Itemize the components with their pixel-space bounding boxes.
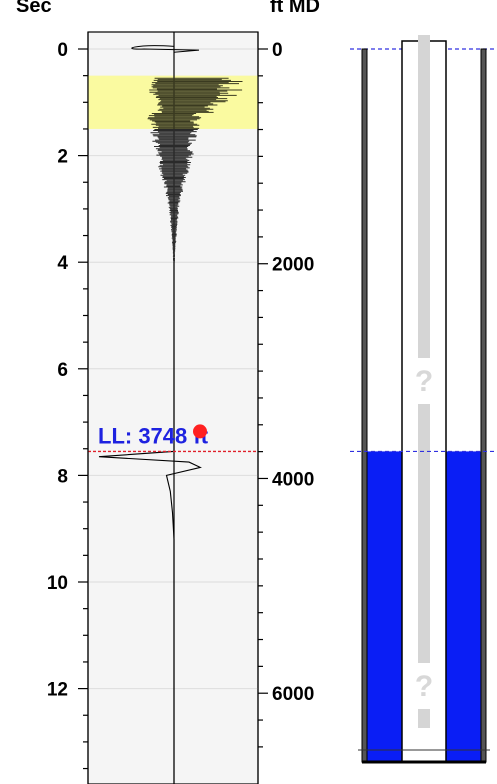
left-axis-title: Sec bbox=[16, 0, 52, 17]
left-tick-label: 6 bbox=[57, 360, 68, 381]
right-tick-label: 6000 bbox=[272, 684, 314, 705]
casing-wall-right bbox=[480, 48, 487, 763]
left-axis: 0 2 4 6 8 10 12 bbox=[47, 32, 89, 784]
liquid-level-label: LL: 3748 ft bbox=[98, 423, 209, 448]
left-tick-label: 10 bbox=[47, 573, 68, 594]
left-tick-label: 0 bbox=[57, 40, 68, 61]
left-tick-label: 2 bbox=[57, 147, 68, 168]
wellbore-diagram: ?? bbox=[350, 35, 497, 764]
right-tick-label: 0 bbox=[272, 40, 283, 61]
shot-pulse bbox=[131, 45, 200, 53]
unknown-box bbox=[404, 663, 444, 709]
left-tick-label: 8 bbox=[57, 466, 68, 487]
casing-wall-left bbox=[361, 48, 368, 763]
unknown-marker: ? bbox=[415, 365, 433, 398]
acoustic-trace bbox=[98, 45, 243, 784]
annulus-fluid-right bbox=[446, 451, 481, 762]
plot-area: LL: 3748 ft bbox=[87, 31, 259, 784]
left-tick-label: 12 bbox=[47, 680, 68, 701]
right-axis: 0 2000 4000 6000 bbox=[257, 32, 314, 784]
right-axis-title: ft MD bbox=[270, 0, 320, 17]
annulus-fluid-left bbox=[367, 451, 402, 762]
left-tick-label: 4 bbox=[57, 253, 68, 274]
unknown-box bbox=[404, 358, 444, 404]
liquid-level-marker bbox=[193, 424, 207, 439]
right-tick-label: 2000 bbox=[272, 255, 314, 276]
right-tick-label: 4000 bbox=[272, 469, 314, 490]
unknown-marker: ? bbox=[415, 670, 433, 703]
